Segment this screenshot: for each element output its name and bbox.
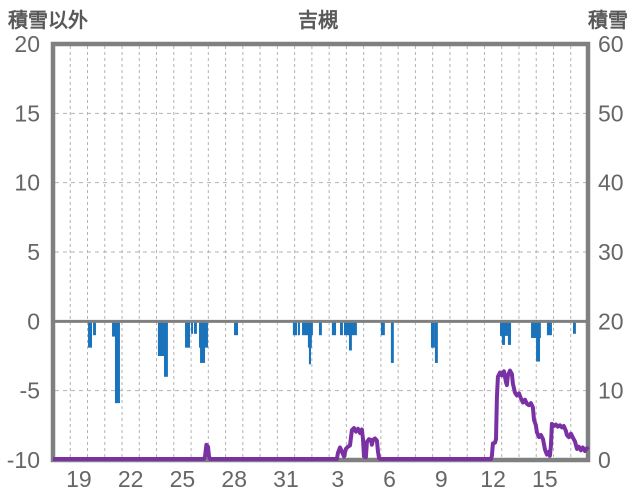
x-axis-tick: 6	[383, 466, 396, 492]
y-axis-tick-left: 5	[27, 239, 40, 265]
data-bar	[572, 321, 576, 334]
data-bar	[501, 321, 505, 345]
data-bar	[434, 321, 438, 363]
x-axis-tick: 15	[532, 466, 558, 492]
y-axis-tick-right: 10	[598, 378, 624, 404]
bars-series	[88, 321, 576, 404]
y-axis-tick-left: 0	[27, 308, 40, 334]
chart-title: 吉槻	[298, 10, 338, 32]
x-axis-tick: 12	[480, 466, 506, 492]
x-axis-tick: 25	[170, 466, 196, 492]
y-axis-tick-right: 20	[598, 308, 624, 334]
data-bar	[340, 321, 343, 336]
data-bar	[234, 321, 239, 336]
data-bar	[193, 321, 197, 334]
data-bar	[380, 321, 385, 336]
data-bar	[157, 321, 166, 356]
x-axis-tick: 19	[66, 466, 92, 492]
data-bar	[546, 321, 552, 336]
snow-depth-line	[53, 368, 590, 461]
x-axis-tick: 22	[118, 466, 144, 492]
right-axis-title: 積雪	[588, 10, 628, 32]
y-axis-tick-left: 10	[14, 170, 40, 196]
data-bar	[163, 321, 168, 377]
data-bar	[348, 321, 352, 351]
gridlines	[55, 46, 586, 458]
data-bar	[114, 321, 120, 404]
data-bar	[191, 321, 194, 334]
data-bar	[536, 321, 541, 362]
data-bar	[499, 321, 512, 336]
y-axis-tick-right: 60	[598, 31, 624, 57]
data-bar	[308, 321, 312, 365]
y-axis-tick-left: 20	[14, 31, 40, 57]
data-bar	[200, 321, 206, 363]
x-axis-tick: 28	[221, 466, 247, 492]
snow-depth-polyline	[53, 368, 590, 461]
y-axis-tick-right: 50	[598, 100, 624, 126]
y-axis-tick-left: -5	[20, 378, 40, 404]
left-axis-title: 積雪以外	[8, 10, 88, 32]
data-bar	[297, 321, 300, 336]
y-axis-tick-left: 15	[14, 100, 40, 126]
x-axis-tick: 9	[435, 466, 448, 492]
data-bar	[112, 321, 118, 337]
data-bar	[318, 321, 322, 336]
x-axis-tick: 31	[273, 466, 299, 492]
data-bar	[88, 321, 93, 348]
y-axis-tick-right: 30	[598, 239, 624, 265]
data-bar	[185, 321, 191, 348]
x-axis-tick: 3	[331, 466, 344, 492]
data-bar	[331, 321, 337, 336]
y-axis-tick-right: 0	[598, 447, 611, 473]
y-axis-tick-right: 40	[598, 170, 624, 196]
data-bar	[430, 321, 435, 348]
y-axis-tick-left: -10	[7, 447, 40, 473]
data-bar	[93, 321, 96, 336]
data-bar	[507, 321, 512, 345]
data-bar	[390, 321, 394, 363]
data-bar	[302, 321, 313, 336]
data-bar	[531, 321, 541, 338]
data-bar	[292, 321, 298, 336]
